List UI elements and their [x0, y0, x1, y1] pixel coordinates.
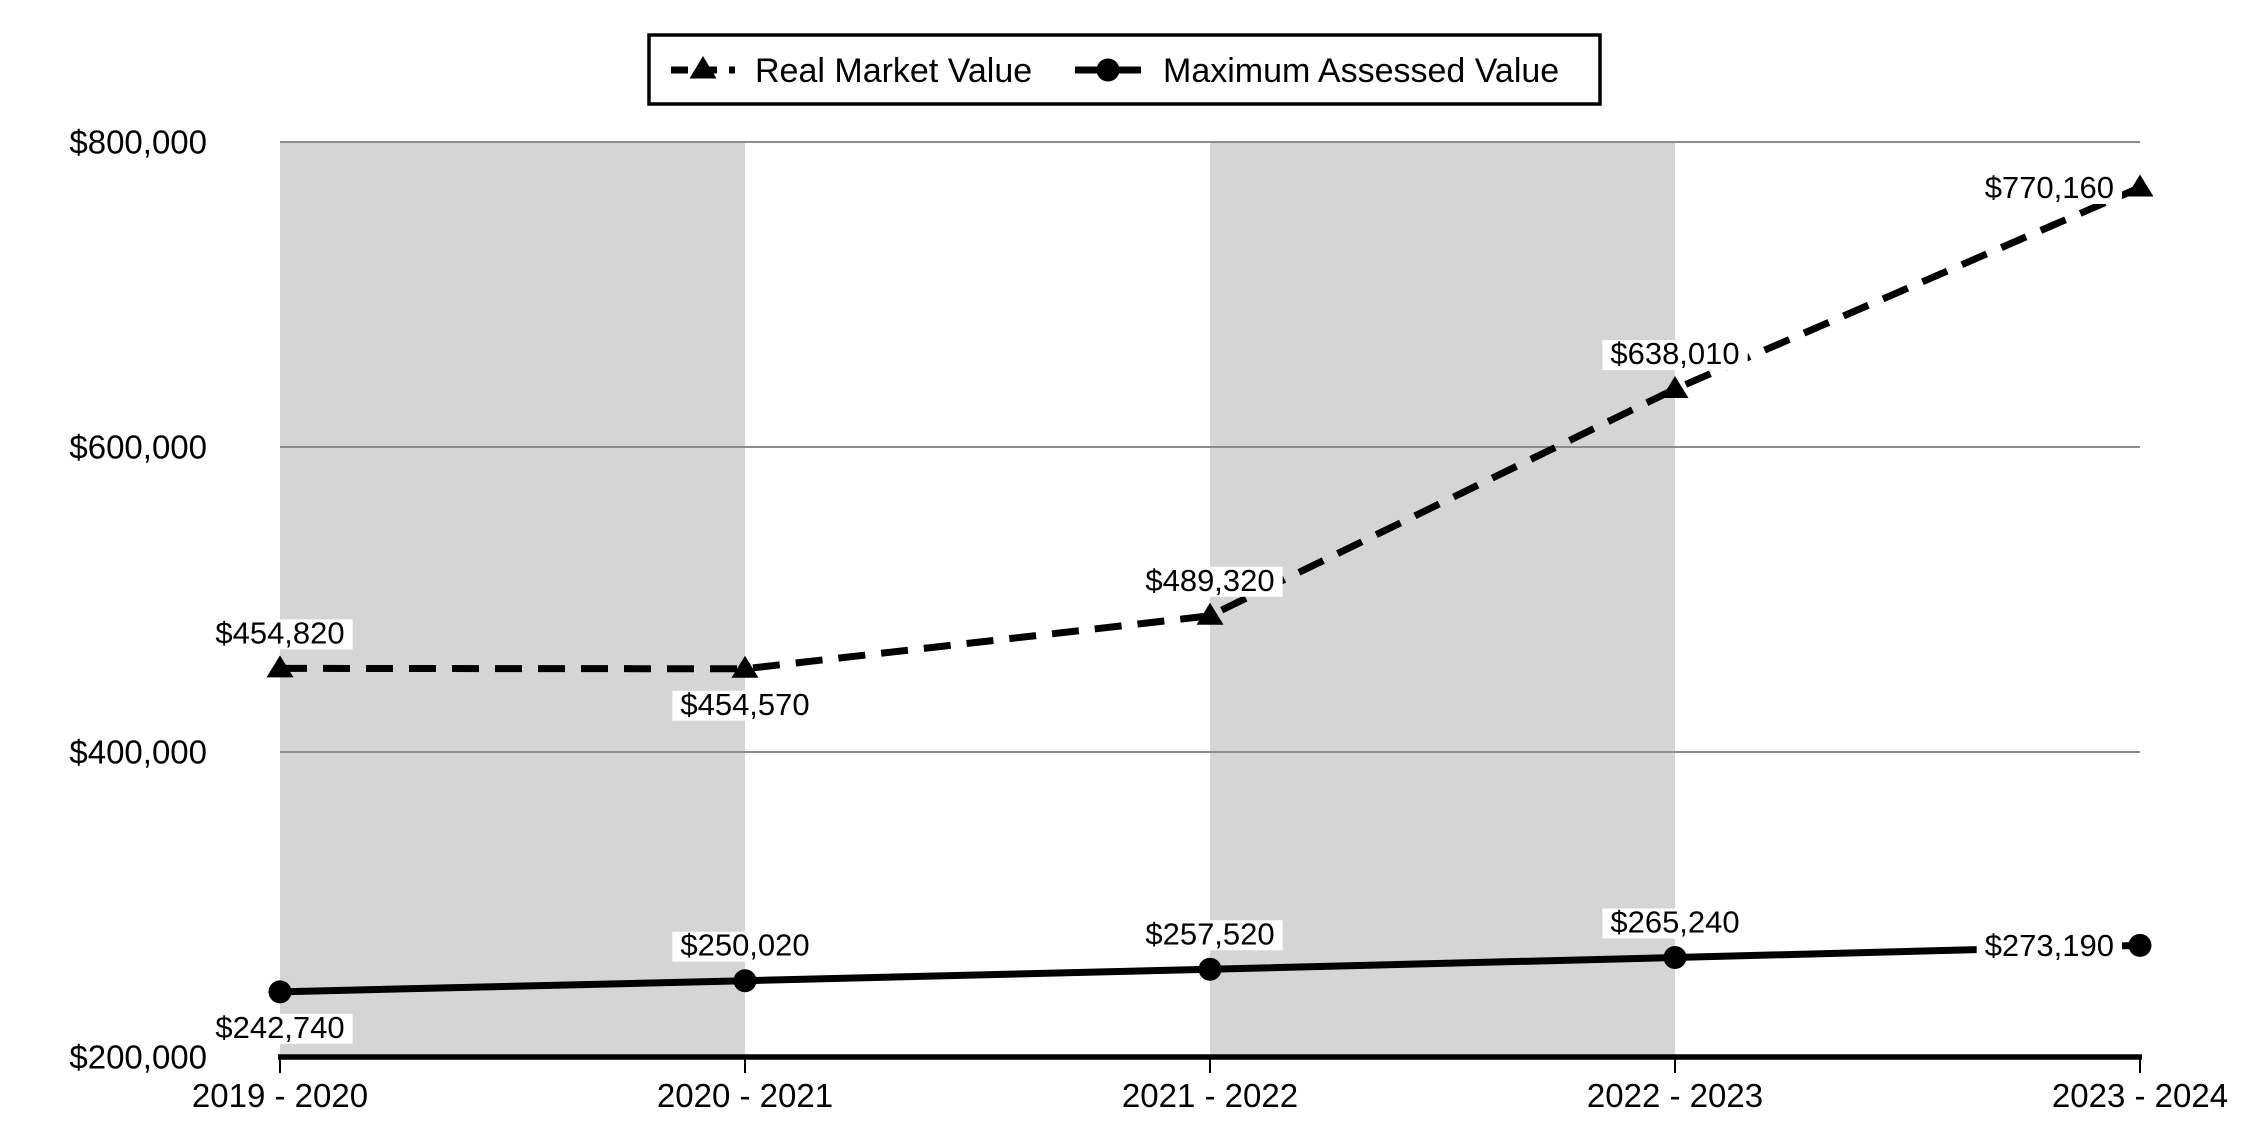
- legend-item-maximum-assessed-value: Maximum Assessed Value: [1075, 52, 1559, 90]
- data-label: $770,160: [1985, 170, 2114, 205]
- data-label-background: [1602, 340, 1748, 371]
- axes-layer: 2019 - 2020 2020 - 2021 2021 - 2022 2022 - …: [69, 124, 2228, 1115]
- data-point-circle-marker: [1663, 946, 1687, 970]
- data-label-background: [207, 619, 353, 650]
- data-label: $273,190: [1985, 928, 2114, 963]
- data-label: $489,320: [1145, 563, 1274, 598]
- shaded-band: [1210, 142, 1675, 1057]
- x-axis-tick-label: 2019 - 2020: [192, 1077, 368, 1114]
- x-axis-tick-label: 2023 - 2024: [2052, 1077, 2228, 1114]
- data-label: $638,010: [1610, 336, 1739, 371]
- x-axis-tick-label: 2020 - 2021: [657, 1077, 833, 1114]
- x-axis-tick-label: 2022 - 2023: [1587, 1077, 1763, 1114]
- data-label: $257,520: [1145, 916, 1274, 951]
- series-layer: [266, 174, 2154, 1004]
- data-labels-layer: $454,820 $454,570 $489,320 $638,010 $770,160…: [207, 170, 2122, 1045]
- legend: Real Market Value Maximum Assessed Value: [647, 33, 1602, 106]
- legend-label-real-market-value: Real Market Value: [755, 52, 1032, 90]
- gridlines-layer: [280, 141, 2140, 753]
- data-label-background: [1137, 920, 1283, 951]
- shaded-band: [280, 142, 745, 1057]
- series-line-real-market-value: [279, 184, 2142, 673]
- shaded-bands-layer: [280, 142, 1675, 1057]
- y-axis-tick-label: $800,000: [69, 124, 207, 161]
- y-axis-tick-label: $600,000: [69, 429, 207, 466]
- x-axis-tick-label: 2021 - 2022: [1122, 1077, 1298, 1114]
- triangle-marker-icon: [689, 56, 717, 79]
- data-label: $454,570: [680, 687, 809, 722]
- data-point-circle-marker: [268, 980, 292, 1004]
- circle-marker-icon: [1096, 58, 1120, 82]
- data-label: $242,740: [215, 1010, 344, 1045]
- data-point-triangle-marker: [1196, 602, 1224, 625]
- data-label: $250,020: [680, 928, 809, 963]
- data-point-triangle-marker: [266, 655, 294, 678]
- data-label: $454,820: [215, 615, 344, 650]
- data-label-background: [1137, 566, 1283, 597]
- data-label-background: [1602, 908, 1748, 939]
- data-label-background: [1976, 931, 2122, 962]
- data-point-triangle-marker: [731, 655, 759, 678]
- y-axis-tick-label: $400,000: [69, 734, 207, 771]
- data-point-circle-marker: [1198, 957, 1222, 981]
- legend-label-maximum-assessed-value: Maximum Assessed Value: [1163, 52, 1559, 90]
- data-point-circle-marker: [2128, 933, 2152, 957]
- data-label-background: [1976, 174, 2122, 205]
- data-point-triangle-marker: [2126, 174, 2154, 197]
- data-point-triangle-marker: [1661, 376, 1689, 399]
- legend-item-real-market-value: Real Market Value: [671, 52, 1032, 90]
- data-label-background: [207, 1013, 353, 1044]
- data-point-circle-marker: [733, 969, 757, 993]
- data-label: $265,240: [1610, 905, 1739, 940]
- data-label-background: [672, 931, 818, 962]
- y-axis-tick-label: $200,000: [69, 1039, 207, 1076]
- data-label-background: [672, 690, 818, 721]
